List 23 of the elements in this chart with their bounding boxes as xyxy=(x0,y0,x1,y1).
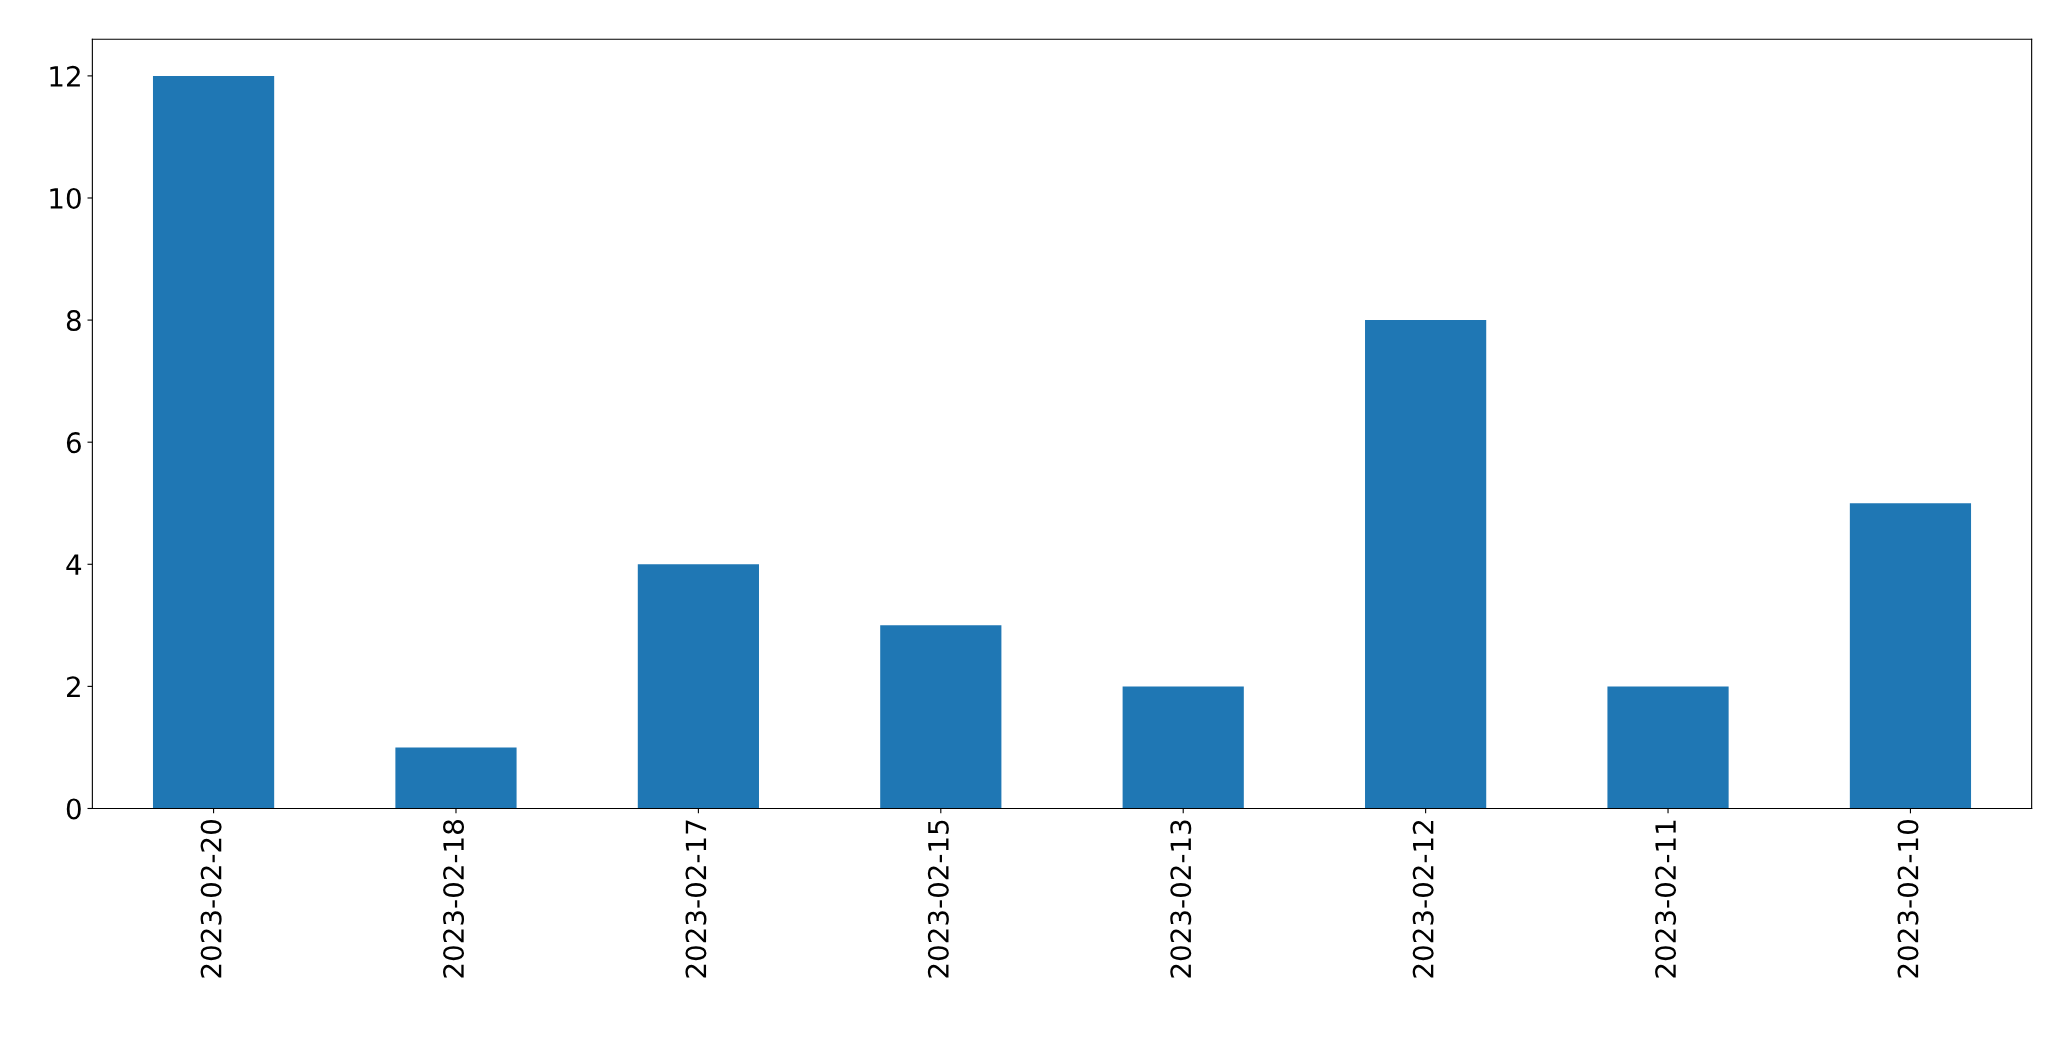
y-tick-label: 8 xyxy=(66,310,81,332)
bar xyxy=(395,747,517,809)
bar xyxy=(1607,686,1729,809)
x-tick-label: 2023-02-10 xyxy=(1897,820,1919,978)
x-tick-label: 2023-02-17 xyxy=(685,820,707,978)
y-tick-label: 6 xyxy=(66,432,81,454)
bar xyxy=(1365,320,1487,809)
y-tick-label: 4 xyxy=(66,554,82,575)
bar xyxy=(880,625,1002,809)
x-tick-label: 2023-02-11 xyxy=(1655,820,1677,978)
x-tick-label: 2023-02-15 xyxy=(927,820,949,978)
bar xyxy=(1122,686,1244,809)
bar xyxy=(1849,503,1972,809)
x-tick-label: 2023-02-13 xyxy=(1170,820,1192,978)
y-tick-label: 12 xyxy=(50,65,80,87)
x-tick-label: 2023-02-18 xyxy=(443,820,465,978)
y-tick-label: 2 xyxy=(67,676,80,697)
bar xyxy=(152,75,275,809)
y-tick-label: 10 xyxy=(50,187,81,209)
x-tick-label: 2023-02-12 xyxy=(1412,820,1434,978)
x-tick-label: 2023-02-20 xyxy=(200,820,222,978)
bar xyxy=(637,564,759,809)
y-tick-label: 0 xyxy=(66,798,81,820)
